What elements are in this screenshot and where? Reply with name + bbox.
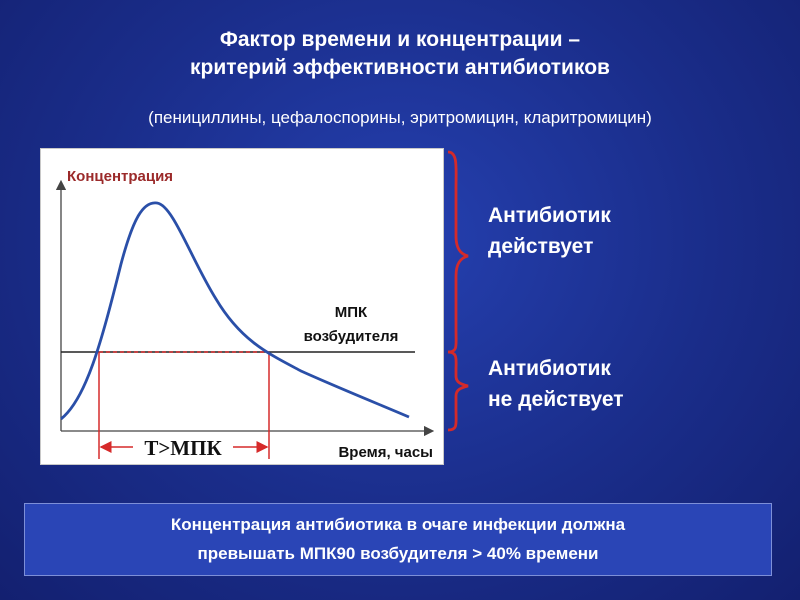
bracket-lower (447, 350, 469, 432)
conclusion-box: Концентрация антибиотика в очаге инфекци… (24, 503, 772, 576)
y-axis-label: Концентрация (67, 168, 173, 185)
conclusion-line-1: Концентрация антибиотика в очаге инфекци… (170, 515, 626, 534)
chart-svg: T>МПК Концентрация Время, часы МПК возбу… (55, 168, 435, 461)
title-line-2: критерий эффективности антибиотиков (190, 56, 610, 79)
antibiotic-acts-label: Антибиотик действует (488, 200, 611, 262)
concentration-chart: T>МПК Концентрация Время, часы МПК возбу… (40, 148, 444, 465)
title-line-1: Фактор времени и концентрации – (219, 28, 581, 51)
acts-line-2: действует (488, 235, 594, 258)
not-acts-line-1: Антибиотик (488, 357, 611, 380)
bracket-svg (447, 150, 469, 432)
concentration-curve (60, 201, 410, 421)
threshold-label-line1: МПК (335, 304, 368, 321)
x-axis-label: Время, часы (338, 444, 433, 461)
conclusion-line-2: превышать МПК90 возбудителя > 40% времен… (197, 544, 599, 563)
slide-subtitle: (пенициллины, цефалоспорины, эритромицин… (148, 108, 652, 127)
bracket-upper (447, 150, 469, 354)
interval-label: T>МПК (144, 436, 222, 460)
slide-title: Фактор времени и концентрации – критерий… (0, 26, 800, 82)
antibiotic-not-acts-label: Антибиотик не действует (488, 353, 624, 415)
threshold-label-line2: возбудителя (304, 328, 399, 345)
not-acts-line-2: не действует (488, 388, 624, 411)
acts-line-1: Антибиотик (488, 204, 611, 227)
